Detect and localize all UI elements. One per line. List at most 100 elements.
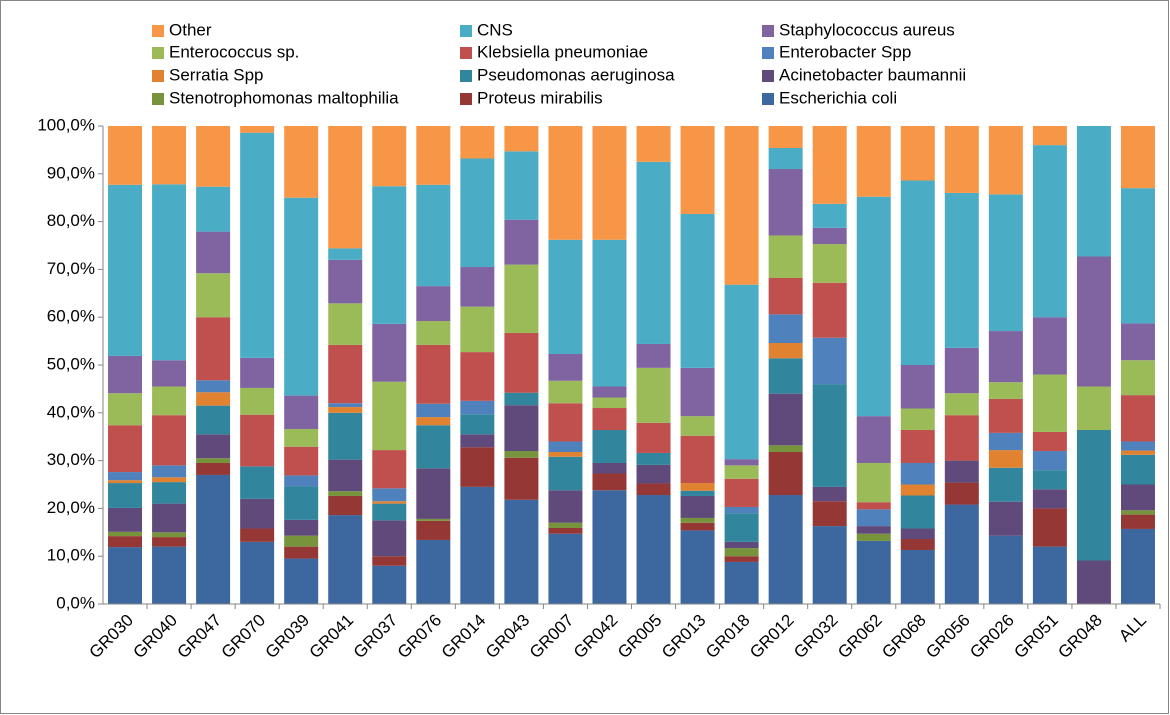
bar-segment	[460, 352, 495, 401]
bar-segment	[856, 540, 891, 604]
y-tick-label: 60,0%	[47, 307, 95, 326]
bar-segment	[152, 386, 187, 416]
bar-segment	[900, 180, 935, 365]
bar-segment	[856, 462, 891, 503]
bar-segment	[196, 392, 231, 406]
bar-segment	[988, 126, 1023, 195]
bar-segment	[460, 414, 495, 435]
bar-segment	[1032, 470, 1067, 490]
y-tick-label: 40,0%	[47, 402, 95, 421]
bar-segment	[108, 472, 143, 481]
legend-label: Escherichia coli	[779, 88, 897, 107]
y-tick-label: 10,0%	[47, 546, 95, 565]
bar-segment	[812, 486, 847, 502]
bar-segment	[944, 126, 979, 193]
bar-segment	[548, 126, 583, 240]
bar-segment	[768, 314, 803, 344]
bar-segment	[460, 158, 495, 268]
bar-segment	[636, 495, 671, 604]
bar-segment	[724, 459, 759, 466]
bar-segment	[240, 387, 275, 415]
legend-label: Enterococcus sp.	[169, 42, 299, 61]
bar-segment	[636, 367, 671, 423]
bar-segment	[1120, 450, 1155, 455]
bar-segment	[372, 503, 407, 521]
bar-segment	[1120, 126, 1155, 189]
bar-segment	[768, 169, 803, 236]
bar-segment	[768, 278, 803, 315]
bar-segment	[1076, 560, 1111, 604]
bar-segment	[504, 151, 539, 220]
bar-segment	[196, 405, 231, 435]
y-tick-label: 90,0%	[47, 163, 95, 182]
bar-segment	[636, 343, 671, 368]
bar-segment	[724, 465, 759, 479]
bar-segment	[636, 464, 671, 484]
bar-segment	[460, 306, 495, 353]
bar-segment	[240, 357, 275, 388]
bar-segment	[856, 526, 891, 534]
bar-segment	[548, 533, 583, 604]
legend-label: CNS	[477, 20, 513, 39]
bar-segment	[108, 483, 143, 508]
bar-segment	[328, 248, 363, 260]
bar-segment	[812, 282, 847, 338]
bar-segment	[548, 527, 583, 534]
bar-segment	[284, 546, 319, 559]
bar-segment	[856, 126, 891, 197]
bar-segment	[1032, 546, 1067, 604]
bar-segment	[812, 244, 847, 283]
bar-segment	[548, 451, 583, 457]
bar-segment	[328, 407, 363, 413]
bar-segment	[152, 503, 187, 533]
bar-segment	[152, 415, 187, 466]
y-tick-label: 0,0%	[56, 593, 95, 612]
legend-swatch	[460, 70, 472, 82]
bar-segment	[900, 538, 935, 550]
bar-segment	[152, 184, 187, 361]
bar-segment	[108, 425, 143, 473]
bar-segment	[768, 358, 803, 394]
bar-segment	[1032, 508, 1067, 547]
bar-segment	[768, 393, 803, 446]
bar-segment	[812, 227, 847, 245]
bar-segment	[152, 360, 187, 387]
bar-segment	[108, 531, 143, 537]
bar-segment	[460, 400, 495, 415]
bar-segment	[240, 414, 275, 467]
bar-segment	[328, 515, 363, 604]
bar-segment	[812, 203, 847, 228]
bar-segment	[240, 541, 275, 604]
bar-segment	[812, 126, 847, 204]
bar-segment	[416, 417, 451, 426]
bar-segment	[680, 483, 715, 491]
bar-segment	[108, 393, 143, 426]
bar-segment	[724, 513, 759, 542]
bar-segment	[372, 565, 407, 604]
bar-segment	[372, 556, 407, 566]
bar-segment	[548, 490, 583, 523]
bar-segment	[1120, 188, 1155, 324]
bar-segment	[240, 466, 275, 499]
bar-segment	[196, 434, 231, 459]
bar-segment	[900, 528, 935, 539]
bar-segment	[636, 161, 671, 344]
bar-segment	[372, 501, 407, 504]
bar-segment	[944, 460, 979, 483]
bar-segment	[504, 332, 539, 393]
bar-segment	[240, 528, 275, 542]
bar-segment	[152, 126, 187, 185]
bar-segment	[592, 397, 627, 409]
bar-segment	[944, 482, 979, 505]
bar-segment	[592, 462, 627, 474]
bar-segment	[416, 321, 451, 345]
bar-segment	[592, 386, 627, 398]
legend-label: Other	[169, 20, 212, 39]
bar-segment	[328, 459, 363, 492]
legend-label: Stenotrophomonas maltophilia	[169, 88, 399, 107]
bar-segment	[460, 447, 495, 487]
legend-swatch	[762, 70, 774, 82]
bar-segment	[416, 184, 451, 287]
bar-segment	[1120, 528, 1155, 604]
bar-segment	[416, 425, 451, 469]
